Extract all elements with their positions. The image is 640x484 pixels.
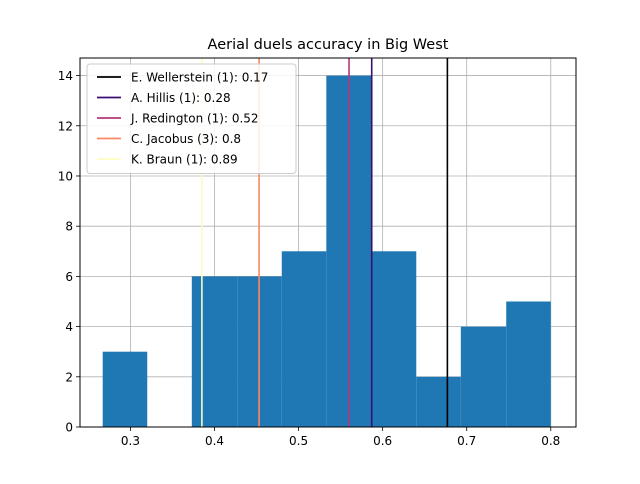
legend-label: K. Braun (1): 0.89 (131, 153, 238, 167)
y-tick-label: 8 (65, 220, 73, 234)
ticks-layer: 0.3 0.4 0.5 0.6 0.7 0.8 0 2 4 6 8 10 12 14 (58, 69, 561, 448)
x-tick-label: 0.6 (373, 434, 392, 448)
histogram-bar (460, 326, 507, 427)
x-tick-label: 0.4 (205, 434, 224, 448)
legend-label: C. Jacobus (3): 0.8 (131, 132, 241, 146)
x-tick-label: 0.7 (457, 434, 476, 448)
legend-label: A. Hillis (1): 0.28 (131, 91, 231, 105)
histogram-bar (191, 276, 238, 427)
x-tick-label: 0.5 (289, 434, 308, 448)
legend-label: J. Redington (1): 0.52 (130, 112, 259, 126)
histogram-bar (506, 301, 551, 427)
y-tick-label: 12 (58, 119, 73, 133)
x-tick-label: 0.3 (121, 434, 140, 448)
y-tick-label: 14 (58, 69, 73, 83)
y-tick-label: 2 (65, 370, 73, 384)
histogram-bar (416, 376, 461, 427)
chart-title: Aerial duels accuracy in Big West (208, 37, 449, 53)
legend-box (86, 63, 297, 174)
y-tick-label: 10 (58, 169, 73, 183)
histogram-bar (281, 251, 327, 427)
histogram-bar (102, 351, 148, 427)
y-tick-label: 4 (65, 320, 73, 334)
y-tick-label: 6 (65, 270, 73, 284)
histogram-bar (371, 251, 417, 427)
y-tick-label: 0 (65, 421, 73, 435)
plot-frame (79, 57, 577, 428)
x-tick-label: 0.8 (541, 434, 560, 448)
legend: E. Wellerstein (1): 0.17 A. Hillis (1): 0… (86, 63, 297, 174)
legend-label: E. Wellerstein (1): 0.17 (131, 71, 268, 85)
